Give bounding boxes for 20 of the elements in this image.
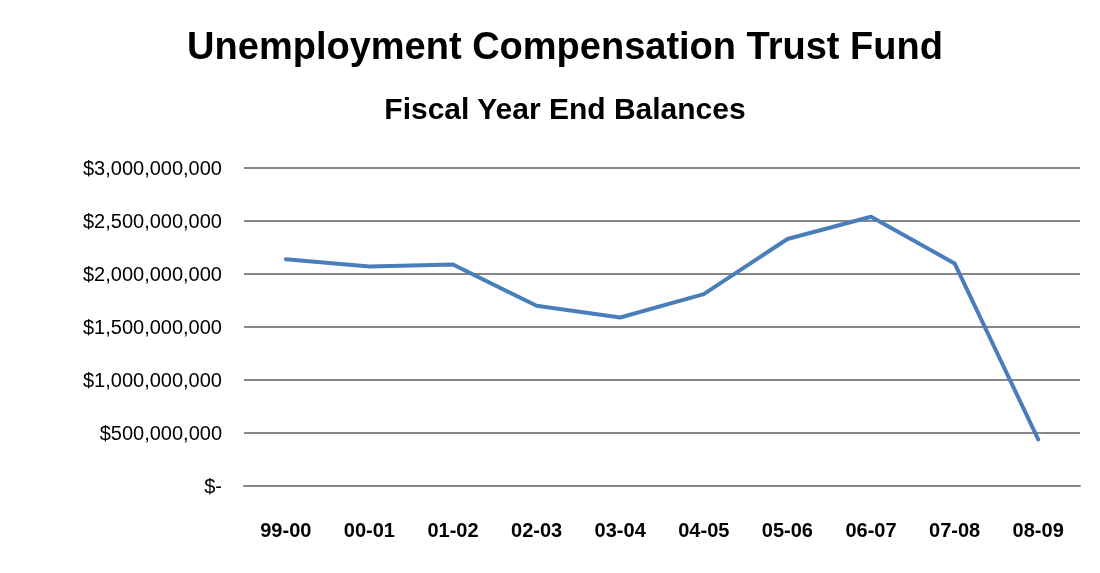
y-tick-label: $2,000,000,000 [82,263,222,285]
chart-subtitle: Fiscal Year End Balances [384,91,746,125]
x-tick-label: 07-08 [929,519,981,541]
chart-title: Unemployment Compensation Trust Fund [187,25,943,67]
x-tick-label: 08-09 [1012,519,1064,541]
x-tick-label: 03-04 [594,519,647,541]
line-series [283,214,1041,442]
y-tick-label: $1,000,000,000 [82,369,222,391]
x-tick-label: 06-07 [845,519,897,541]
x-tick-label: 02-03 [511,519,563,541]
y-tick-label: $2,500,000,000 [82,210,222,232]
x-tick-label: 01-02 [427,519,479,541]
y-tick-label: $- [204,475,222,497]
x-tick-label: 00-01 [343,519,395,541]
y-tick-label: $1,500,000,000 [82,316,222,338]
y-tick-label: $3,000,000,000 [82,157,222,179]
x-tick-label: 05-06 [761,519,813,541]
x-tick-label: 04-05 [678,519,730,541]
y-tick-label: $500,000,000 [99,422,222,444]
x-tick-label: 99-00 [260,519,312,541]
